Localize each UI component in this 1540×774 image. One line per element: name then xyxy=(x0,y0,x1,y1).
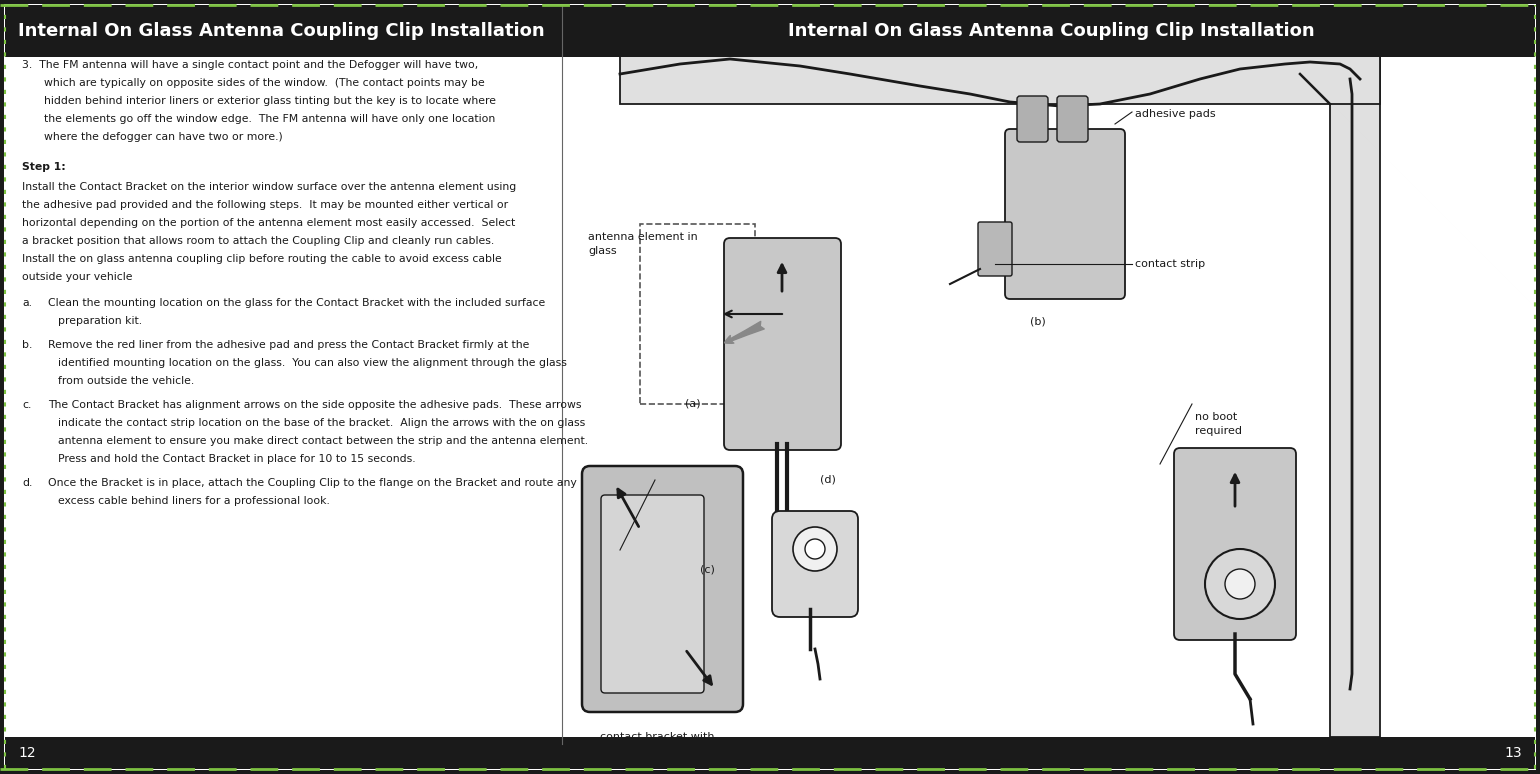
Text: outside your vehicle: outside your vehicle xyxy=(22,272,132,282)
Text: a.: a. xyxy=(22,298,32,308)
Text: Press and hold the Contact Bracket in place for 10 to 15 seconds.: Press and hold the Contact Bracket in pl… xyxy=(59,454,416,464)
Text: the adhesive pad provided and the following steps.  It may be mounted either ver: the adhesive pad provided and the follow… xyxy=(22,200,508,210)
Text: contact strip: contact strip xyxy=(1135,259,1206,269)
Text: no boot
required: no boot required xyxy=(1195,412,1241,436)
Text: (c): (c) xyxy=(701,564,715,574)
Circle shape xyxy=(805,539,825,559)
Text: (b): (b) xyxy=(1030,316,1046,326)
FancyBboxPatch shape xyxy=(582,466,742,712)
Text: 3.  The FM antenna will have a single contact point and the Defogger will have t: 3. The FM antenna will have a single con… xyxy=(22,60,479,70)
FancyBboxPatch shape xyxy=(601,495,704,693)
Text: a bracket position that allows room to attach the Coupling Clip and cleanly run : a bracket position that allows room to a… xyxy=(22,236,494,246)
Text: Internal On Glass Antenna Coupling Clip Installation: Internal On Glass Antenna Coupling Clip … xyxy=(788,22,1314,40)
Text: contact bracket with
arrows for alignment: contact bracket with arrows for alignmen… xyxy=(601,732,716,754)
Text: Once the Bracket is in place, attach the Coupling Clip to the flange on the Brac: Once the Bracket is in place, attach the… xyxy=(48,478,578,488)
Text: Remove the red liner from the adhesive pad and press the Contact Bracket firmly : Remove the red liner from the adhesive p… xyxy=(48,340,530,350)
Text: Internal On Glass Antenna Coupling Clip Installation: Internal On Glass Antenna Coupling Clip … xyxy=(18,22,545,40)
FancyBboxPatch shape xyxy=(1006,129,1126,299)
Text: 12: 12 xyxy=(18,746,35,760)
FancyBboxPatch shape xyxy=(772,511,858,617)
Text: Install the on glass antenna coupling clip before routing the cable to avoid exc: Install the on glass antenna coupling cl… xyxy=(22,254,502,264)
Text: antenna element to ensure you make direct contact between the strip and the ante: antenna element to ensure you make direc… xyxy=(59,436,588,446)
Text: antenna element in
glass: antenna element in glass xyxy=(588,232,698,256)
Circle shape xyxy=(1224,569,1255,599)
Text: (a): (a) xyxy=(685,399,701,409)
Text: adhesive pads: adhesive pads xyxy=(1135,109,1215,119)
FancyBboxPatch shape xyxy=(1331,54,1380,737)
Text: which are typically on opposite sides of the window.  (The contact points may be: which are typically on opposite sides of… xyxy=(45,78,485,88)
Text: hidden behind interior liners or exterior glass tinting but the key is to locate: hidden behind interior liners or exterio… xyxy=(45,96,496,106)
Text: The Contact Bracket has alignment arrows on the side opposite the adhesive pads.: The Contact Bracket has alignment arrows… xyxy=(48,400,582,410)
Text: c.: c. xyxy=(22,400,31,410)
FancyBboxPatch shape xyxy=(5,737,1535,769)
FancyBboxPatch shape xyxy=(5,5,1535,57)
Text: Clean the mounting location on the glass for the Contact Bracket with the includ: Clean the mounting location on the glass… xyxy=(48,298,545,308)
FancyBboxPatch shape xyxy=(1016,96,1049,142)
Text: horizontal depending on the portion of the antenna element most easily accessed.: horizontal depending on the portion of t… xyxy=(22,218,516,228)
Text: preparation kit.: preparation kit. xyxy=(59,316,142,326)
FancyBboxPatch shape xyxy=(5,4,1535,770)
Text: (d): (d) xyxy=(819,474,836,484)
FancyBboxPatch shape xyxy=(1056,96,1087,142)
Text: Install the Contact Bracket on the interior window surface over the antenna elem: Install the Contact Bracket on the inter… xyxy=(22,182,516,192)
Text: Step 1:: Step 1: xyxy=(22,162,66,172)
FancyBboxPatch shape xyxy=(621,54,1380,104)
Text: from outside the vehicle.: from outside the vehicle. xyxy=(59,376,194,386)
Circle shape xyxy=(793,527,838,571)
Circle shape xyxy=(1204,549,1275,619)
FancyBboxPatch shape xyxy=(1173,448,1297,640)
Text: indicate the contact strip location on the base of the bracket.  Align the arrow: indicate the contact strip location on t… xyxy=(59,418,585,428)
Text: b.: b. xyxy=(22,340,32,350)
FancyBboxPatch shape xyxy=(724,238,841,450)
FancyBboxPatch shape xyxy=(978,222,1012,276)
Text: identified mounting location on the glass.  You can also view the alignment thro: identified mounting location on the glas… xyxy=(59,358,567,368)
Text: d.: d. xyxy=(22,478,32,488)
Text: the elements go off the window edge.  The FM antenna will have only one location: the elements go off the window edge. The… xyxy=(45,114,496,124)
Text: where the defogger can have two or more.): where the defogger can have two or more.… xyxy=(45,132,283,142)
Text: excess cable behind liners for a professional look.: excess cable behind liners for a profess… xyxy=(59,496,330,506)
Text: 13: 13 xyxy=(1505,746,1522,760)
